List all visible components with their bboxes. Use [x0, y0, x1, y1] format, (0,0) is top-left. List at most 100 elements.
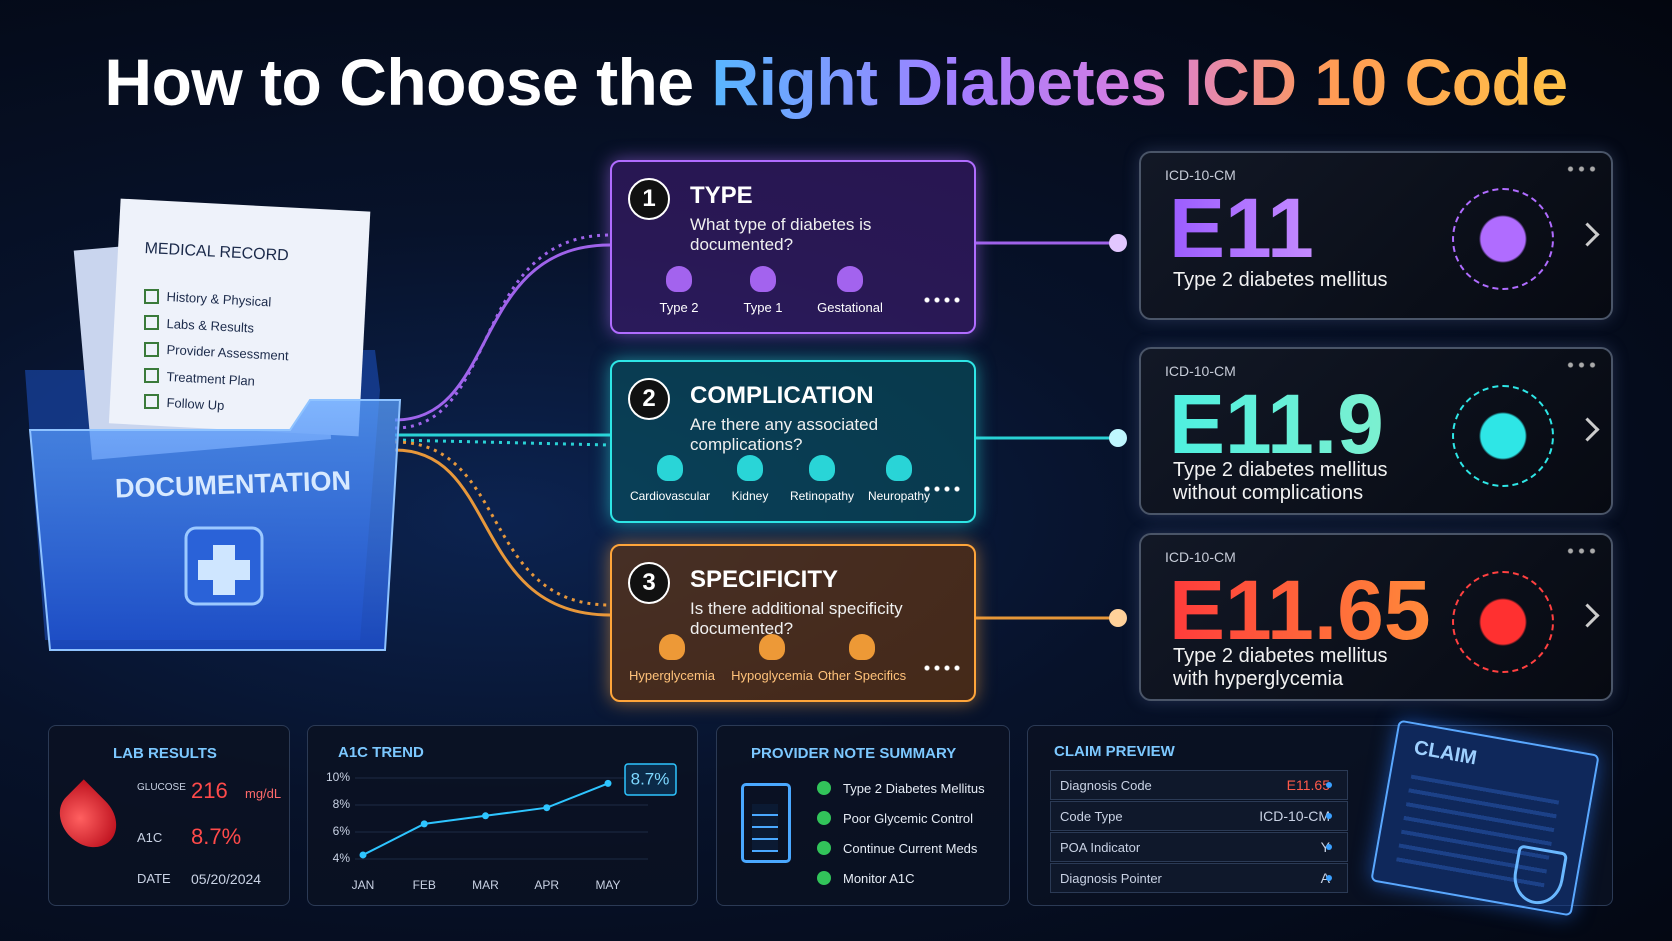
option-label: Hypoglycemia — [731, 668, 813, 683]
claim-dot — [1326, 813, 1332, 819]
connector — [394, 438, 611, 447]
code-value: E11.65 — [1169, 563, 1431, 657]
claim-dot — [1326, 782, 1332, 788]
claim-row — [1050, 801, 1348, 831]
code-icon — [1452, 188, 1554, 290]
note-item: Type 2 Diabetes Mellitus — [843, 781, 985, 796]
page-title: How to Choose the Right Diabetes ICD 10 … — [0, 44, 1672, 120]
lab-label: A1C — [137, 830, 163, 845]
panel-title: LAB RESULTS — [113, 745, 217, 762]
claim-document: CLAIM — [1370, 719, 1600, 917]
code-card: ICD-10-CM E11 Type 2 diabetes mellitus — [1139, 151, 1613, 320]
more-dots — [1565, 361, 1599, 369]
y-tick-label: 8% — [333, 797, 351, 811]
more-dots — [1565, 165, 1599, 173]
code-icon — [1452, 571, 1554, 673]
option-label: Type 1 — [743, 300, 783, 315]
folder-front — [28, 399, 402, 651]
option-icon — [657, 455, 683, 481]
step-question: Is there additional specificity document… — [690, 599, 903, 638]
lab-label: DATE — [137, 871, 171, 886]
title-lead: How to Choose the — [104, 45, 694, 119]
claim-label: Diagnosis Code — [1060, 778, 1152, 793]
option-icon — [759, 634, 785, 660]
code-icon — [1452, 385, 1554, 487]
trend-point — [420, 820, 428, 828]
claim-value: A — [1188, 870, 1330, 886]
node-dot — [1109, 234, 1127, 252]
step-title: SPECIFICITY — [690, 566, 839, 593]
trend-point — [359, 851, 367, 859]
code-card: ICD-10-CM E11.65 Type 2 diabetes mellitus … — [1139, 533, 1613, 701]
y-tick-label: 4% — [333, 851, 351, 865]
note-item: Monitor A1C — [843, 871, 915, 886]
lab-value: 216 — [191, 778, 228, 803]
option-label: Kidney — [731, 489, 769, 503]
claim-row — [1050, 863, 1348, 893]
trend-point — [482, 812, 489, 820]
note-item: Continue Current Meds — [843, 841, 978, 856]
node-dot — [1109, 429, 1127, 447]
code-system: ICD-10-CM — [1165, 363, 1236, 379]
step-number: 1 — [628, 178, 670, 220]
x-tick-label: FEB — [413, 878, 436, 892]
more-dots — [922, 296, 962, 304]
code-system: ICD-10-CM — [1165, 549, 1236, 565]
connector — [394, 440, 611, 607]
step-box: 2 COMPLICATION Are there any associated co… — [610, 360, 976, 523]
code-value: E11 — [1169, 181, 1314, 275]
trend-point — [604, 779, 612, 787]
node-dot — [1109, 609, 1127, 627]
claim-dot — [1326, 875, 1332, 881]
step-question: What type of diabetes is documented? — [690, 215, 872, 254]
chart-panel: A1C TREND 4% 6% 8% 10% JAN FEB MAR APR MAY 8.7% — [307, 725, 698, 906]
claim-dot — [1326, 844, 1332, 850]
step-number: 2 — [628, 378, 670, 420]
chevron — [1575, 221, 1600, 247]
provider-panel: PROVIDER NOTE SUMMARY Type 2 Diabetes Mel… — [716, 725, 1010, 906]
claim-value: E11.65 — [1286, 777, 1330, 793]
option-label: Gestational — [817, 300, 883, 315]
claim-row — [1050, 770, 1348, 800]
step-title: TYPE — [690, 182, 753, 209]
chart-title: A1C TREND — [338, 744, 424, 761]
a1c-chart: A1C TREND 4% 6% 8% 10% JAN FEB MAR APR MAY 8.7% — [326, 744, 677, 892]
claim-value: Y — [1188, 839, 1330, 855]
option-label: Neuropathy — [867, 489, 931, 503]
step-box: 1 TYPE What type of diabetes is documented… — [610, 160, 976, 334]
lab-unit: mg/dL — [245, 786, 282, 801]
x-tick-label: MAY — [595, 878, 620, 892]
chevron — [1575, 603, 1600, 628]
title-highlight: Right Diabetes ICD 10 Code — [711, 45, 1568, 119]
y-tick-label: 6% — [333, 824, 351, 838]
panel-title: CLAIM PREVIEW — [1054, 743, 1175, 760]
more-dots — [922, 664, 962, 672]
x-tick-label: JAN — [352, 878, 375, 892]
option-label: Type 2 — [659, 300, 699, 315]
claim-label: POA Indicator — [1060, 840, 1141, 855]
panel-title: PROVIDER NOTE SUMMARY — [751, 745, 957, 762]
option-icon — [886, 455, 912, 481]
claim-label: Diagnosis Pointer — [1060, 871, 1162, 886]
more-dots — [1565, 547, 1599, 555]
lab-value: 05/20/2024 — [191, 871, 262, 887]
option-icon — [659, 634, 685, 660]
check-icon — [817, 871, 831, 885]
option-icon — [750, 266, 776, 292]
check-icon — [817, 811, 831, 825]
claim-label: Code Type — [1060, 809, 1123, 824]
x-tick-label: MAR — [472, 878, 499, 892]
record-item: Follow Up — [166, 395, 225, 414]
step-number: 3 — [628, 562, 670, 604]
code-description: Type 2 diabetes mellitus with hyperglyce… — [1173, 645, 1388, 690]
option-label: Cardiovascular — [629, 489, 711, 503]
code-system: ICD-10-CM — [1165, 167, 1236, 183]
claim-panel: CLAIM PREVIEW Diagnosis Code E11.65 Code Ty… — [1027, 719, 1613, 917]
trend-point — [543, 804, 551, 812]
clipboard — [741, 783, 791, 863]
annotation: 8.7% — [631, 769, 670, 788]
option-label: Hyperglycemia — [629, 668, 715, 683]
y-tick-label: 10% — [326, 770, 350, 784]
